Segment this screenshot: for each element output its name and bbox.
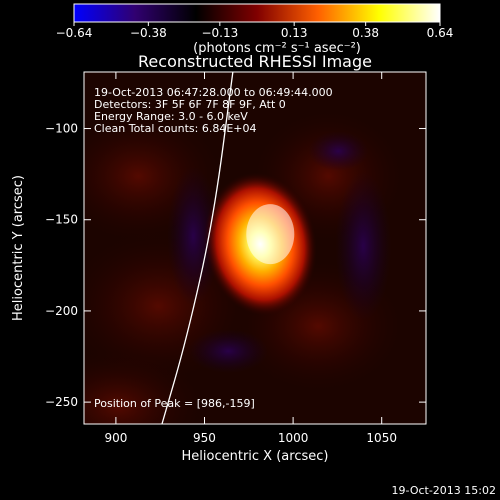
colorbar-tick-label: −0.64	[56, 26, 93, 40]
info-line: Energy Range: 3.0 - 6.0 keV	[94, 110, 248, 123]
y-tick-label: −200	[45, 304, 78, 318]
x-axis-label: Heliocentric X (arcsec)	[182, 449, 329, 464]
info-overlay: 19-Oct-2013 06:47:28.000 to 06:49:44.000…	[94, 86, 333, 135]
colorbar-tick-label: −0.38	[130, 26, 167, 40]
peak-position-text: Position of Peak = [986,-159]	[94, 397, 255, 410]
colorbar-unit: (photons cm⁻² s⁻¹ asec⁻²)	[193, 41, 361, 56]
info-line: 19-Oct-2013 06:47:28.000 to 06:49:44.000	[94, 86, 333, 99]
x-tick-label: 1050	[366, 431, 397, 445]
info-line: Detectors: 3F 5F 6F 7F 8F 9F, Att 0	[94, 98, 286, 111]
colorbar: −0.64 −0.38 −0.13 0.13 0.38 0.64 (photons cm⁻…	[56, 3, 454, 56]
emission-blobs	[84, 106, 409, 424]
plot-frame	[83, 71, 427, 425]
info-line: Clean Total counts: 6.84E+04	[94, 122, 257, 135]
colorbar-ticks: −0.64 −0.38 −0.13 0.13 0.38 0.64	[56, 22, 454, 40]
colorbar-tick-label: 0.64	[427, 26, 454, 40]
chart-title: Reconstructed RHESSI Image	[138, 52, 372, 71]
negative-lobe	[167, 166, 220, 307]
y-tick-label: −150	[45, 213, 78, 227]
negative-lobe	[308, 131, 369, 172]
negative-lobe	[188, 329, 269, 374]
x-tick-label: 950	[193, 431, 216, 445]
emission-core	[246, 204, 295, 265]
colorbar-tick-label: 0.38	[352, 26, 379, 40]
x-tick-label: 900	[104, 431, 127, 445]
solar-limb	[161, 72, 234, 424]
y-axis-label: Heliocentric Y (arcsec)	[11, 175, 26, 321]
axes-ticks: 900 950 1000 1050 −100 −150 −200 −250	[45, 72, 426, 445]
y-tick-label: −100	[45, 122, 78, 136]
plot-image	[84, 72, 426, 424]
y-tick-label: −250	[45, 395, 78, 409]
colorbar-tick-label: 0.13	[281, 26, 308, 40]
background-structure	[84, 346, 209, 424]
negative-lobe	[335, 171, 392, 322]
colorbar-tick-label: −0.13	[201, 26, 238, 40]
footer-timestamp: 19-Oct-2013 15:02	[392, 484, 496, 497]
x-tick-label: 1000	[278, 431, 309, 445]
colorbar-bar	[73, 3, 441, 23]
